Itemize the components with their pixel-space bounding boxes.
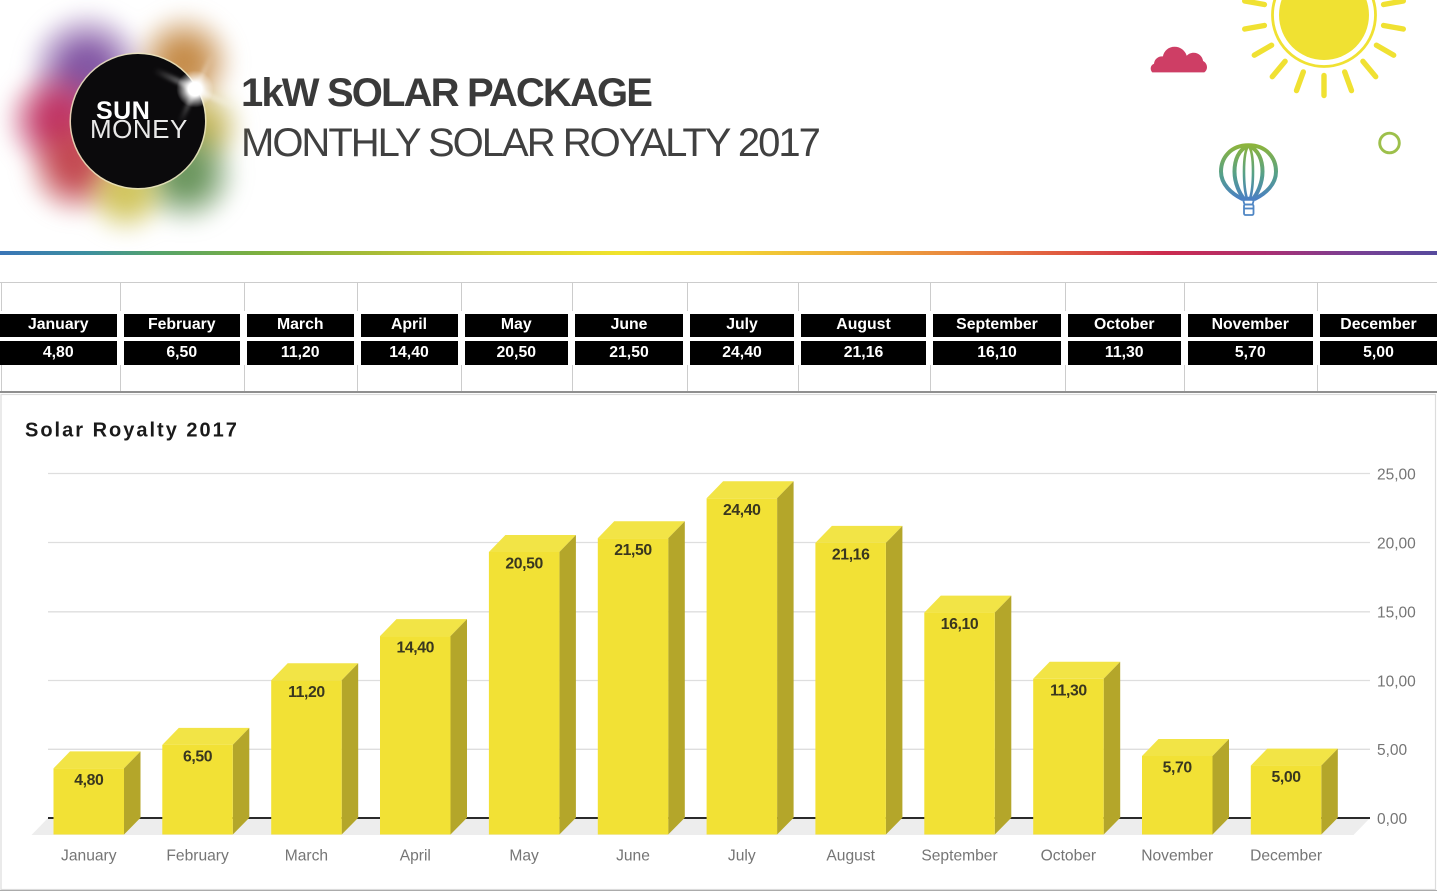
svg-text:4,80: 4,80 [74,772,104,789]
svg-text:10,00: 10,00 [1377,673,1416,690]
svg-text:August: August [826,848,875,865]
svg-text:July: July [728,848,756,865]
svg-text:5,70: 5,70 [1163,760,1193,777]
svg-text:16,10: 16,10 [941,616,979,633]
svg-text:5,00: 5,00 [1272,769,1302,786]
svg-text:11,30: 11,30 [1050,682,1087,699]
svg-text:January: January [61,848,117,865]
svg-text:October: October [1041,848,1096,865]
svg-text:25,00: 25,00 [1377,466,1416,483]
svg-text:December: December [1250,848,1322,865]
svg-text:6,50: 6,50 [183,749,213,766]
svg-text:June: June [616,848,650,865]
svg-text:20,50: 20,50 [505,556,543,573]
svg-text:Solar Royalty 2017: Solar Royalty 2017 [25,419,239,441]
svg-text:March: March [285,848,328,865]
svg-text:November: November [1141,848,1213,865]
svg-text:0,00: 0,00 [1377,811,1408,828]
svg-text:11,20: 11,20 [288,684,325,701]
svg-text:14,40: 14,40 [397,640,435,657]
svg-text:5,00: 5,00 [1377,742,1408,759]
svg-text:April: April [400,848,431,865]
svg-text:May: May [509,848,539,865]
svg-text:February: February [166,848,229,865]
svg-text:20,00: 20,00 [1377,535,1416,552]
svg-text:15,00: 15,00 [1377,605,1416,622]
svg-text:21,16: 21,16 [832,547,870,564]
svg-text:21,50: 21,50 [614,542,652,559]
svg-text:24,40: 24,40 [723,502,761,519]
svg-text:September: September [921,848,997,865]
